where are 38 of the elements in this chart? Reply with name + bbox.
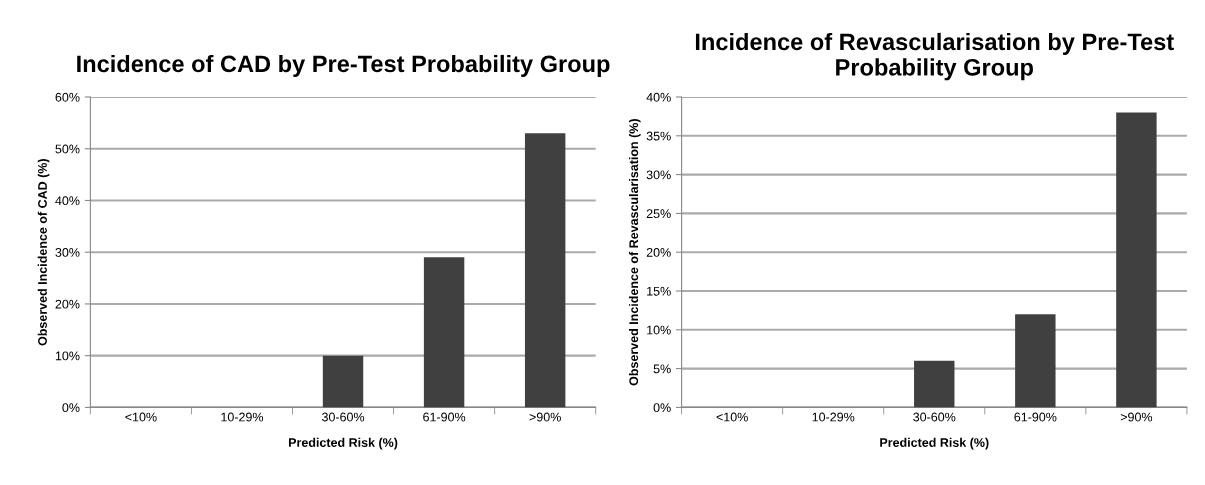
y-tick-label: 20% — [646, 248, 671, 257]
x-tick-label: >90% — [1120, 412, 1153, 422]
chart-title: Incidence of CAD by Pre-Test Probability Group — [77, 54, 610, 77]
x-tick-label: 61-90% — [423, 412, 466, 422]
y-tick-label: 0% — [653, 403, 671, 413]
y-tick-label: 0% — [62, 403, 80, 413]
y-axis-title: Observed Incidence of CAD (%) — [37, 159, 50, 346]
y-tick-label: 20% — [55, 299, 80, 309]
bar — [322, 355, 364, 408]
y-tick-label: 40% — [646, 92, 671, 102]
y-tick-label: 60% — [55, 92, 80, 102]
bar — [1116, 112, 1157, 408]
x-tick-label: 30-60% — [913, 412, 956, 422]
y-tick-label: 30% — [646, 170, 671, 180]
bar — [524, 133, 566, 408]
bar — [1015, 314, 1056, 408]
y-tick-label: 35% — [646, 131, 671, 141]
chart-title: Incidence of Revascularisation by Pre-Test Probability Group — [695, 32, 1174, 81]
y-tick-label: 25% — [646, 209, 671, 219]
y-tick-label: 40% — [55, 196, 80, 206]
y-tick-label: 10% — [55, 351, 80, 361]
x-tick-label: <10% — [125, 412, 157, 422]
y-tick-label: 5% — [653, 364, 671, 374]
x-tick-label: 30-60% — [321, 412, 365, 422]
x-tick-label: 61-90% — [1014, 412, 1057, 422]
y-tick-label: 30% — [55, 248, 80, 257]
y-axis-title: Observed Incidence of Revascularisation (%) — [628, 119, 641, 386]
y-tick-label: 15% — [647, 286, 671, 296]
y-tick-label: 10% — [647, 325, 671, 335]
bar — [423, 257, 465, 408]
x-tick-label: 10-29% — [221, 412, 264, 422]
x-tick-label: <10% — [716, 412, 748, 422]
x-axis-title: Predicted Risk (%) — [289, 437, 398, 450]
y-tick-label: 50% — [55, 144, 80, 154]
bar — [914, 360, 955, 408]
x-axis-title: Predicted Risk (%) — [880, 437, 989, 450]
x-tick-label: 10-29% — [812, 412, 855, 422]
x-tick-label: >90% — [529, 412, 561, 422]
